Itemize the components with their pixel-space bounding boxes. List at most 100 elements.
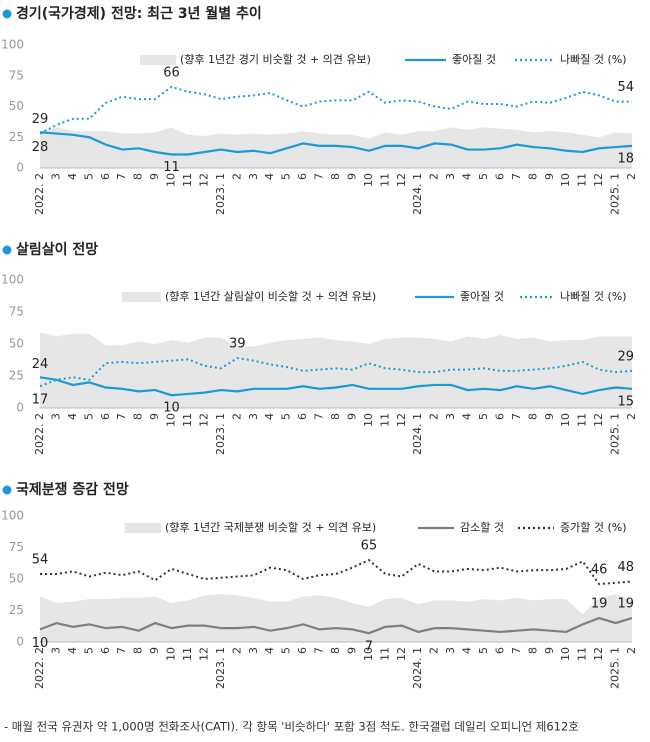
- x-tick-label: 4: [66, 647, 79, 654]
- x-tick-label: 2024. 1: [411, 647, 424, 689]
- x-tick-label: 11: [181, 647, 194, 661]
- x-tick-label: 2023. 1: [214, 413, 227, 455]
- x-tick-label: 3: [444, 173, 457, 180]
- y-tick-label: 100: [1, 273, 24, 287]
- area: [40, 594, 632, 642]
- line: [39, 376, 633, 397]
- x-tick-label: 7: [313, 173, 326, 180]
- data-label: 7: [365, 640, 373, 655]
- legend-label: 나빠질 것 (%): [560, 53, 627, 66]
- x-tick-label: 12: [197, 647, 210, 661]
- x-tick-label: 2022. 2: [33, 647, 46, 689]
- x-tick-label: 7: [510, 647, 523, 654]
- x-tick-label: 2: [428, 173, 441, 180]
- legend-label: 좋아질 것: [452, 53, 496, 66]
- bullet: [2, 9, 12, 19]
- x-tick-label: 2025. 1: [609, 413, 622, 455]
- x-tick-label: 2023. 1: [214, 173, 227, 215]
- x-tick-label: 7: [115, 647, 128, 654]
- y-tick-label: 0: [16, 401, 24, 415]
- y-tick-label: 25: [9, 369, 24, 383]
- x-tick-label: 5: [82, 173, 95, 180]
- chart-title: 살림살이 전망: [16, 241, 98, 258]
- x-tick-label: 2: [230, 173, 243, 180]
- line: [40, 558, 633, 586]
- data-label: 65: [361, 539, 378, 554]
- x-tick-label: 9: [345, 413, 358, 420]
- x-tick-label: 6: [99, 413, 112, 420]
- data-label: 19: [617, 597, 634, 612]
- legend-label: (향후 1년간 경기 비슷할 것 + 의견 유보): [180, 53, 371, 66]
- line: [39, 85, 632, 135]
- x-tick-label: 10: [362, 647, 375, 661]
- y-tick-label: 75: [9, 540, 24, 554]
- y-tick-label: 0: [16, 161, 24, 175]
- x-tick-label: 7: [510, 173, 523, 180]
- x-tick-label: 2: [230, 647, 243, 654]
- legend-label: (향후 1년간 국제분쟁 비슷할 것 + 의견 유보): [165, 521, 376, 534]
- x-tick-label: 4: [461, 173, 474, 180]
- x-tick-label: 7: [115, 173, 128, 180]
- x-tick-label: 10: [165, 413, 178, 427]
- x-tick-label: 6: [296, 173, 309, 180]
- x-tick-label: 8: [329, 413, 342, 420]
- x-tick-label: 10: [362, 413, 375, 427]
- data-label: 48: [617, 560, 634, 575]
- x-tick-label: 2: [428, 413, 441, 420]
- legend-label: (향후 1년간 살림살이 비슷할 것 + 의견 유보): [165, 290, 376, 303]
- line: [39, 131, 633, 156]
- x-tick-label: 9: [148, 647, 161, 654]
- data-label: 66: [163, 65, 180, 80]
- x-tick-label: 8: [132, 647, 145, 654]
- data-label: 15: [617, 394, 634, 409]
- y-tick-label: 50: [9, 99, 24, 113]
- x-tick-label: 4: [66, 173, 79, 180]
- x-tick-label: 8: [132, 413, 145, 420]
- x-tick-label: 12: [592, 647, 605, 661]
- data-label: 28: [32, 140, 49, 155]
- bullet: [2, 485, 12, 495]
- x-tick-label: 4: [263, 413, 276, 420]
- x-tick-label: 6: [493, 173, 506, 180]
- x-tick-label: 5: [82, 413, 95, 420]
- x-tick-label: 2: [625, 413, 638, 420]
- x-tick-label: 8: [526, 173, 539, 180]
- x-tick-label: 8: [132, 173, 145, 180]
- x-tick-label: 8: [329, 173, 342, 180]
- data-label: 29: [617, 349, 634, 364]
- data-label: 10: [32, 636, 49, 651]
- x-tick-label: 6: [99, 647, 112, 654]
- x-tick-label: 12: [395, 413, 408, 427]
- x-tick-label: 6: [296, 413, 309, 420]
- x-tick-label: 5: [280, 173, 293, 180]
- legend-label: 나빠질 것 (%): [560, 290, 627, 303]
- legend-swatch: [122, 292, 161, 302]
- y-tick-label: 25: [9, 603, 24, 617]
- x-tick-label: 5: [82, 647, 95, 654]
- x-tick-label: 5: [477, 173, 490, 180]
- x-tick-label: 9: [148, 173, 161, 180]
- x-tick-label: 12: [197, 413, 210, 427]
- data-label: 18: [617, 151, 634, 166]
- x-tick-label: 2023. 1: [214, 647, 227, 689]
- x-tick-label: 10: [165, 647, 178, 661]
- x-tick-label: 7: [313, 647, 326, 654]
- x-tick-label: 7: [313, 413, 326, 420]
- chart-title: 경기(국가경제) 전망: 최근 3년 월별 추이: [16, 5, 262, 22]
- data-label: 54: [617, 80, 634, 95]
- data-label: 19: [591, 597, 608, 612]
- y-tick-label: 50: [9, 572, 24, 586]
- legend-label: 감소할 것: [460, 521, 504, 534]
- x-tick-label: 10: [165, 173, 178, 187]
- x-tick-label: 4: [461, 647, 474, 654]
- x-tick-label: 8: [329, 647, 342, 654]
- data-label: 17: [32, 393, 49, 408]
- x-tick-label: 2022. 2: [33, 413, 46, 455]
- x-tick-label: 11: [378, 647, 391, 661]
- x-tick-label: 2024. 1: [411, 173, 424, 215]
- x-tick-label: 11: [378, 173, 391, 187]
- x-tick-label: 5: [280, 413, 293, 420]
- x-tick-label: 8: [526, 647, 539, 654]
- x-tick-label: 11: [576, 647, 589, 661]
